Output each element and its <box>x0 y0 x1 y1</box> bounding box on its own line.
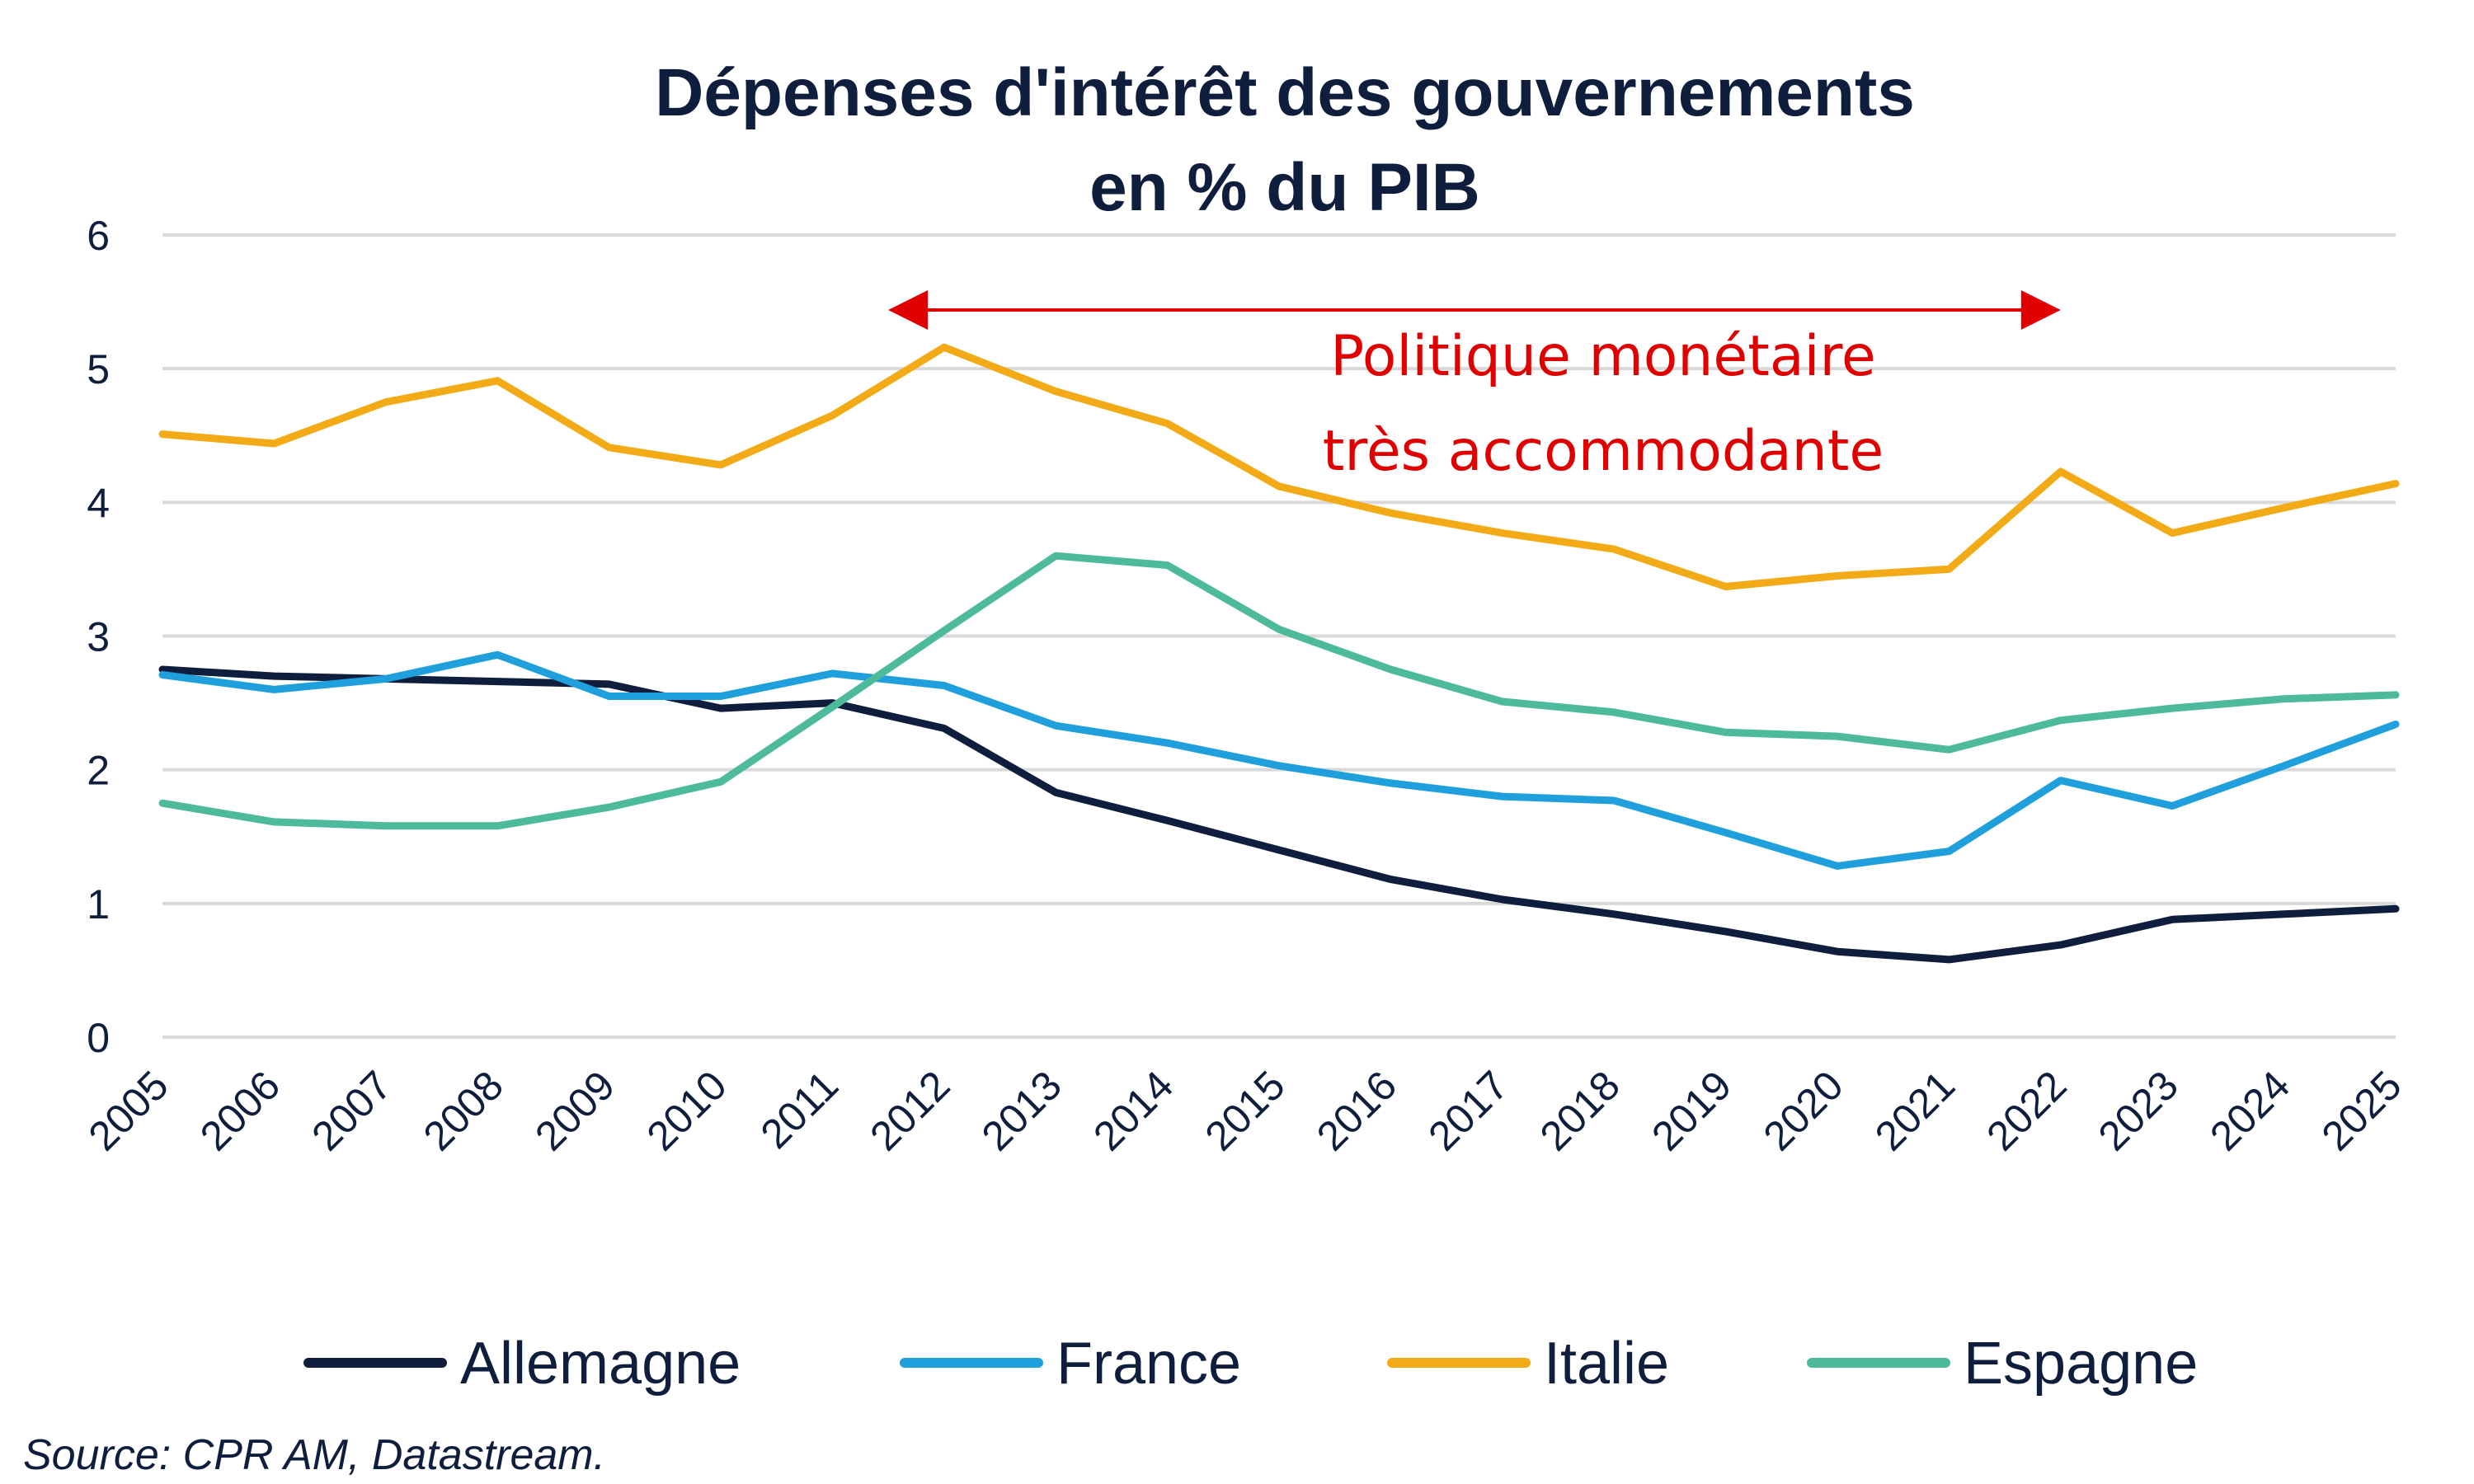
x-tick-label: 2007 <box>303 1062 400 1159</box>
series-line-france <box>158 650 2400 870</box>
legend-label-espagne: Espagne <box>1964 1331 2198 1397</box>
x-tick-label: 2009 <box>526 1062 623 1159</box>
x-tick-label: 2010 <box>638 1062 736 1159</box>
y-tick-label: 3 <box>87 614 110 660</box>
y-tick-label: 5 <box>87 346 110 392</box>
x-tick-label: 2016 <box>1308 1062 1405 1159</box>
annotation: Politique monétaire très accommodante <box>888 290 2061 484</box>
x-tick-label: 2013 <box>973 1062 1070 1159</box>
annotation-arrow-left-head <box>888 290 929 330</box>
chart-title: Dépenses d'intérêt des gouvernements <box>655 55 1915 130</box>
series-line-allemagne <box>158 665 2400 964</box>
chart-subtitle: en % du PIB <box>1089 150 1480 225</box>
x-tick-label: 2018 <box>1531 1062 1629 1159</box>
y-tick-label: 1 <box>87 881 110 928</box>
x-tick-label: 2024 <box>2201 1062 2298 1159</box>
x-tick-label: 2021 <box>1866 1062 1964 1159</box>
x-axis-ticks: 2005 2006 2007 2008 2009 2010 2011 2012 2013 2014… <box>80 1062 2411 1159</box>
x-tick-label: 2020 <box>1755 1062 1852 1159</box>
y-tick-label: 0 <box>87 1015 110 1061</box>
x-tick-label: 2019 <box>1643 1062 1740 1159</box>
x-tick-label: 2006 <box>191 1062 289 1159</box>
x-tick-label: 2005 <box>80 1062 177 1159</box>
x-tick-label: 2023 <box>2090 1062 2187 1159</box>
annotation-arrow-right-head <box>2020 290 2061 330</box>
y-tick-label: 2 <box>87 748 110 794</box>
source-note: Source: CPR AM, Datastream. <box>23 1431 605 1479</box>
series-lines <box>158 343 2400 964</box>
y-tick-label: 6 <box>87 213 110 259</box>
x-tick-label: 2025 <box>2313 1062 2411 1159</box>
y-axis-ticks: 0 1 2 3 4 5 6 <box>87 213 110 1061</box>
series-line-italie <box>158 343 2400 590</box>
x-tick-label: 2012 <box>861 1062 958 1159</box>
x-tick-label: 2011 <box>752 1062 848 1158</box>
annotation-line-2: très accommodante <box>1323 419 1884 484</box>
legend-label-france: France <box>1056 1331 1241 1397</box>
legend-label-italie: Italie <box>1544 1331 1669 1397</box>
legend-label-allemagne: Allemagne <box>460 1331 741 1397</box>
annotation-line-1: Politique monétaire <box>1330 324 1876 389</box>
y-tick-label: 4 <box>87 480 110 526</box>
x-tick-label: 2014 <box>1084 1062 1182 1159</box>
grid-lines <box>162 233 2396 1039</box>
x-tick-label: 2015 <box>1197 1062 1294 1159</box>
x-tick-label: 2017 <box>1419 1062 1517 1159</box>
legend: Allemagne France Italie Espagne <box>303 1331 2198 1397</box>
series-line-espagne <box>158 552 2400 830</box>
x-tick-label: 2022 <box>1978 1062 2075 1159</box>
x-tick-label: 2008 <box>415 1062 512 1159</box>
